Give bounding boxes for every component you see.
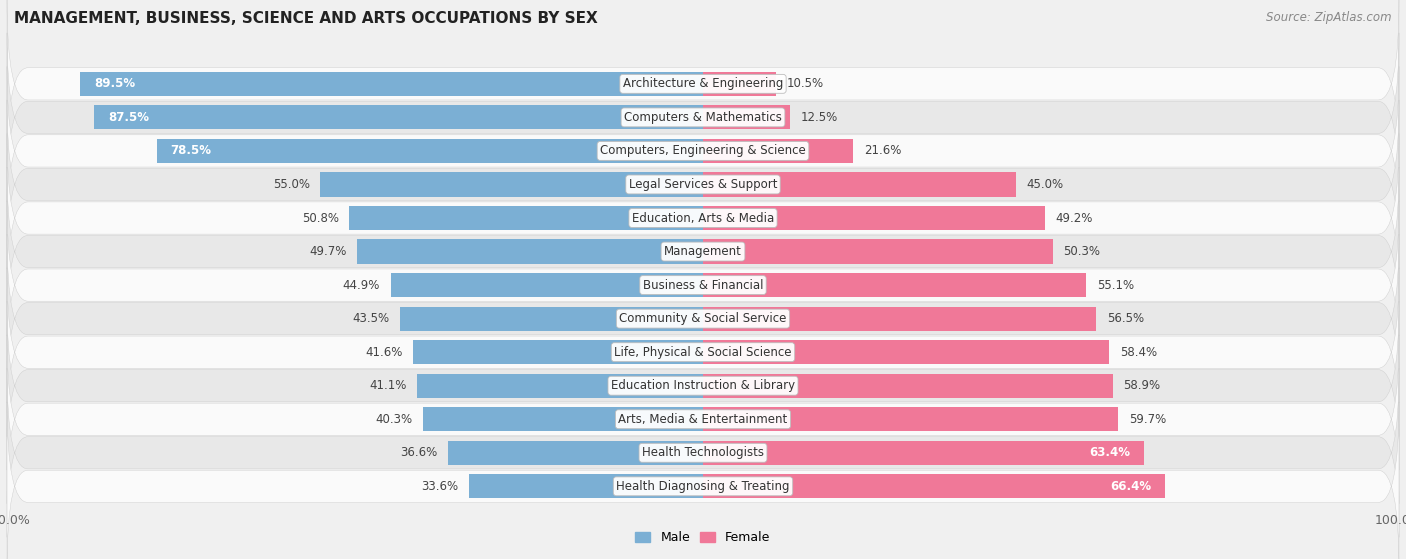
- FancyBboxPatch shape: [7, 335, 1399, 504]
- Text: 58.9%: 58.9%: [1123, 379, 1160, 392]
- Text: 50.8%: 50.8%: [302, 211, 339, 225]
- Bar: [703, 172, 1017, 197]
- Text: Architecture & Engineering: Architecture & Engineering: [623, 77, 783, 91]
- Bar: [703, 440, 1144, 465]
- Text: Source: ZipAtlas.com: Source: ZipAtlas.com: [1267, 11, 1392, 24]
- Bar: [703, 373, 1114, 398]
- Text: 78.5%: 78.5%: [170, 144, 211, 158]
- Text: Health Technologists: Health Technologists: [643, 446, 763, 459]
- Bar: [391, 273, 703, 297]
- FancyBboxPatch shape: [7, 33, 1399, 202]
- Text: 87.5%: 87.5%: [108, 111, 149, 124]
- FancyBboxPatch shape: [7, 234, 1399, 403]
- Bar: [703, 407, 1119, 432]
- Bar: [703, 340, 1109, 364]
- Bar: [350, 206, 703, 230]
- Text: Life, Physical & Social Science: Life, Physical & Social Science: [614, 345, 792, 359]
- Text: 66.4%: 66.4%: [1111, 480, 1152, 493]
- Text: Education, Arts & Media: Education, Arts & Media: [631, 211, 775, 225]
- Bar: [449, 440, 703, 465]
- Text: 63.4%: 63.4%: [1090, 446, 1130, 459]
- FancyBboxPatch shape: [7, 301, 1399, 470]
- Text: 89.5%: 89.5%: [94, 77, 135, 91]
- Bar: [703, 139, 853, 163]
- Text: 36.6%: 36.6%: [401, 446, 437, 459]
- Text: 33.6%: 33.6%: [422, 480, 458, 493]
- Text: 10.5%: 10.5%: [786, 77, 824, 91]
- FancyBboxPatch shape: [7, 67, 1399, 235]
- Bar: [94, 105, 703, 130]
- Text: 56.5%: 56.5%: [1107, 312, 1144, 325]
- Text: Business & Financial: Business & Financial: [643, 278, 763, 292]
- Text: 55.1%: 55.1%: [1097, 278, 1135, 292]
- Text: 50.3%: 50.3%: [1063, 245, 1101, 258]
- Bar: [80, 72, 703, 96]
- Text: Arts, Media & Entertainment: Arts, Media & Entertainment: [619, 413, 787, 426]
- Text: 41.1%: 41.1%: [370, 379, 406, 392]
- Text: Computers & Mathematics: Computers & Mathematics: [624, 111, 782, 124]
- Text: 41.6%: 41.6%: [366, 345, 404, 359]
- Bar: [703, 206, 1046, 230]
- Text: Education Instruction & Library: Education Instruction & Library: [612, 379, 794, 392]
- Text: 49.7%: 49.7%: [309, 245, 347, 258]
- Bar: [703, 105, 790, 130]
- Text: 43.5%: 43.5%: [353, 312, 389, 325]
- Text: Health Diagnosing & Treating: Health Diagnosing & Treating: [616, 480, 790, 493]
- Text: 59.7%: 59.7%: [1129, 413, 1166, 426]
- Text: 40.3%: 40.3%: [375, 413, 412, 426]
- FancyBboxPatch shape: [7, 268, 1399, 437]
- FancyBboxPatch shape: [7, 167, 1399, 336]
- FancyBboxPatch shape: [7, 100, 1399, 269]
- Text: Computers, Engineering & Science: Computers, Engineering & Science: [600, 144, 806, 158]
- Text: 55.0%: 55.0%: [273, 178, 309, 191]
- Bar: [703, 273, 1087, 297]
- Bar: [418, 373, 703, 398]
- Bar: [401, 306, 703, 331]
- Bar: [470, 474, 703, 499]
- Text: MANAGEMENT, BUSINESS, SCIENCE AND ARTS OCCUPATIONS BY SEX: MANAGEMENT, BUSINESS, SCIENCE AND ARTS O…: [14, 11, 598, 26]
- Text: 49.2%: 49.2%: [1056, 211, 1094, 225]
- Bar: [156, 139, 703, 163]
- Text: 58.4%: 58.4%: [1121, 345, 1157, 359]
- Text: 44.9%: 44.9%: [343, 278, 380, 292]
- Text: Community & Social Service: Community & Social Service: [619, 312, 787, 325]
- Bar: [703, 72, 776, 96]
- FancyBboxPatch shape: [7, 368, 1399, 537]
- Bar: [703, 239, 1053, 264]
- Bar: [413, 340, 703, 364]
- Text: 12.5%: 12.5%: [800, 111, 838, 124]
- FancyBboxPatch shape: [7, 402, 1399, 559]
- Bar: [703, 474, 1166, 499]
- Bar: [321, 172, 703, 197]
- Bar: [703, 306, 1097, 331]
- FancyBboxPatch shape: [7, 201, 1399, 369]
- FancyBboxPatch shape: [7, 134, 1399, 302]
- Text: 21.6%: 21.6%: [863, 144, 901, 158]
- Text: Management: Management: [664, 245, 742, 258]
- Text: 45.0%: 45.0%: [1026, 178, 1064, 191]
- FancyBboxPatch shape: [7, 0, 1399, 168]
- Bar: [423, 407, 703, 432]
- Legend: Male, Female: Male, Female: [630, 526, 776, 549]
- Text: Legal Services & Support: Legal Services & Support: [628, 178, 778, 191]
- Bar: [357, 239, 703, 264]
